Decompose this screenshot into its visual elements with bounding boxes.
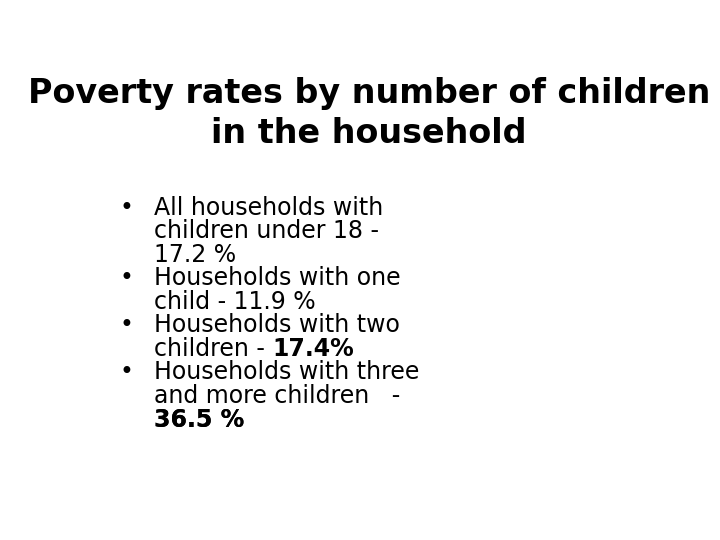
Text: children under 18 -: children under 18 -: [154, 219, 379, 244]
Text: •: •: [120, 196, 133, 220]
Text: and more children   -: and more children -: [154, 384, 400, 408]
Text: 17.2 %: 17.2 %: [154, 243, 236, 267]
Text: children -: children -: [154, 337, 273, 361]
Text: •: •: [120, 313, 133, 338]
Text: Households with two: Households with two: [154, 313, 400, 338]
Text: Households with three: Households with three: [154, 361, 420, 384]
Text: Households with one: Households with one: [154, 266, 401, 291]
Text: Poverty rates by number of children
in the household: Poverty rates by number of children in t…: [28, 77, 710, 150]
Text: 36.5 %: 36.5 %: [154, 408, 244, 431]
Text: 36.5 %: 36.5 %: [154, 408, 244, 431]
Text: •: •: [120, 361, 133, 384]
Text: 17.4%: 17.4%: [273, 337, 354, 361]
Text: •: •: [120, 266, 133, 291]
Text: child - 11.9 %: child - 11.9 %: [154, 290, 316, 314]
Text: All households with: All households with: [154, 196, 384, 220]
